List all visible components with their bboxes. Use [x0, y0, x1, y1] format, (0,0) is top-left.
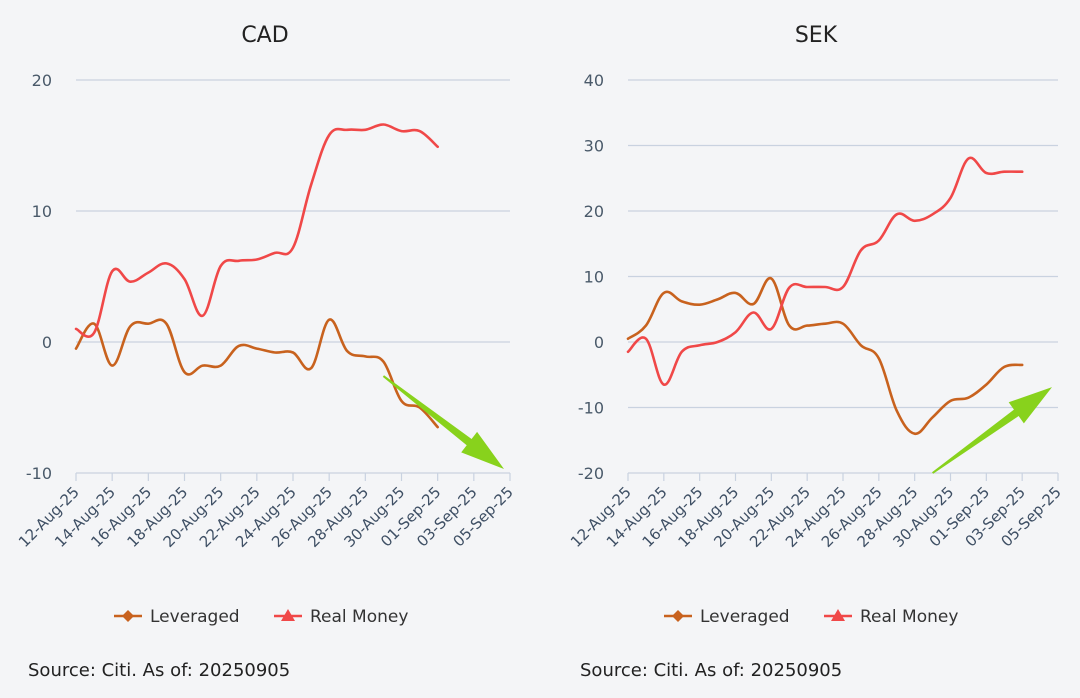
sek-y-tick-label: 30 — [584, 137, 604, 156]
cad-legend-item-real-money[interactable]: Real Money — [274, 607, 408, 627]
sek-y-tick-label: 0 — [594, 333, 604, 352]
sek-legend-item-leveraged[interactable]: Leveraged — [664, 607, 790, 627]
cad-y-tick-label: 20 — [32, 71, 52, 90]
sek-trend-arrow — [931, 387, 1053, 474]
sek-y-tick-label: 40 — [584, 71, 604, 90]
sek-chart-panel: SEK -20 -10 0 10 20 30 40 12-Aug-25 14-Aug-25 16-A… — [540, 0, 1080, 698]
cad-y-tick-label: 10 — [32, 202, 52, 221]
cad-y-tick-label: 0 — [42, 333, 52, 352]
diamond-marker-icon — [672, 610, 684, 622]
legend-label: Real Money — [860, 607, 958, 627]
sek-y-tick-label: -10 — [578, 399, 604, 418]
sek-source-note: Source: Citi. As of: 20250905 — [580, 660, 843, 681]
triangle-marker-icon — [831, 609, 845, 621]
sek-legend-item-real-money[interactable]: Real Money — [824, 607, 958, 627]
cad-chart-title: CAD — [241, 23, 288, 48]
sek-series-line-real-money — [626, 156, 1024, 386]
cad-trend-arrow-shape — [382, 375, 505, 470]
legend-label: Real Money — [310, 607, 408, 627]
cad-series-line-leveraged — [74, 318, 439, 429]
cad-series-line-real-money — [74, 123, 439, 338]
triangle-marker-icon — [281, 609, 295, 621]
sek-y-tick-label: 10 — [584, 268, 604, 287]
cad-trend-arrow — [382, 375, 505, 470]
legend-label: Leveraged — [700, 607, 790, 627]
sek-y-tick-label: 20 — [584, 202, 604, 221]
cad-legend-item-leveraged[interactable]: Leveraged — [114, 607, 240, 627]
cad-y-tick-label: -10 — [26, 464, 52, 483]
sek-series-line-leveraged — [626, 277, 1024, 436]
sek-chart: SEK-20-1001020304012-Aug-2514-Aug-2516-A… — [567, 23, 1065, 627]
sek-trend-arrow-shape — [931, 387, 1053, 474]
cad-source-note: Source: Citi. As of: 20250905 — [28, 660, 291, 681]
diamond-marker-icon — [122, 610, 134, 622]
sek-chart-title: SEK — [795, 23, 838, 48]
sek-y-tick-label: -20 — [578, 464, 604, 483]
legend-label: Leveraged — [150, 607, 240, 627]
cad-chart: CAD-100102012-Aug-2514-Aug-2516-Aug-2518… — [15, 23, 517, 627]
cad-chart-panel: CAD -10 0 10 20 12-Aug-25 14-Aug-25 16-Aug-25 18… — [15, 23, 517, 681]
